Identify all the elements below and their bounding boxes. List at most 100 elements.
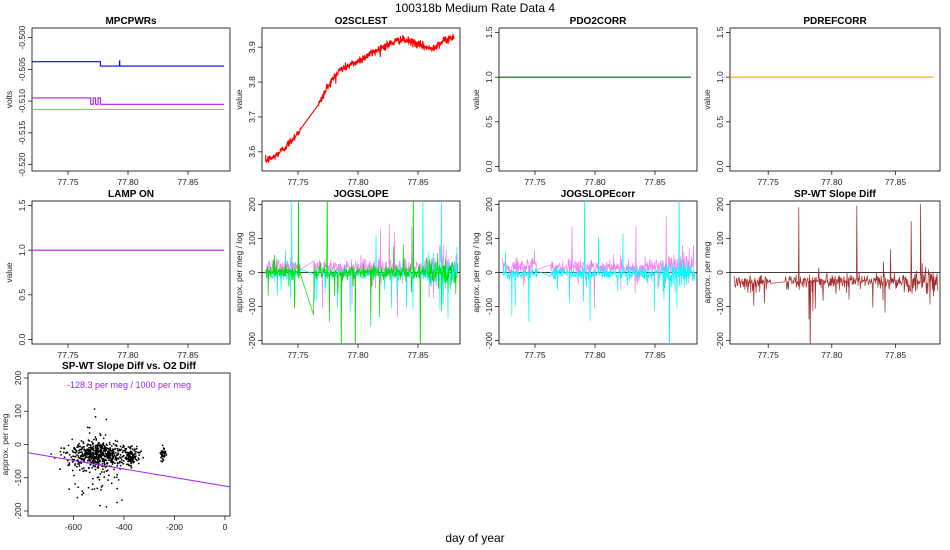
panel-title: PDO2CORR xyxy=(570,16,627,27)
panels: MPCPWRs 77.75 77.80 77.85 -0.520 -0.515 -0.510… xyxy=(0,16,941,532)
y-axis-label: approx. per meg / log xyxy=(471,232,481,313)
scatter-point xyxy=(110,458,113,460)
scatter-point xyxy=(117,452,119,455)
scatter-point xyxy=(121,446,124,449)
scatter-point xyxy=(118,462,121,464)
scatter-point xyxy=(91,483,94,485)
scatter-point xyxy=(125,458,128,461)
scatter-point xyxy=(142,456,145,459)
x-tick-label: 77.85 xyxy=(644,350,666,360)
x-tick-label: 77.85 xyxy=(177,350,199,360)
x-tick-label: 77.75 xyxy=(57,177,79,187)
scatter-point xyxy=(120,459,123,461)
x-tick-label: 77.80 xyxy=(584,350,606,360)
scatter-point xyxy=(88,447,90,449)
scatter-point xyxy=(116,465,119,467)
scatter-point xyxy=(122,459,125,462)
y-tick-label: -0.500 xyxy=(17,25,27,49)
scatter-point xyxy=(94,444,97,447)
scatter-point xyxy=(77,459,79,461)
plot-frame xyxy=(31,27,231,172)
x-tick-label: 77.85 xyxy=(177,177,199,187)
scatter-point xyxy=(96,453,99,456)
scatter-point xyxy=(62,451,65,454)
scatter-point xyxy=(135,455,137,457)
scatter-point xyxy=(127,452,130,455)
scatter-point xyxy=(114,455,117,458)
scatter-point xyxy=(105,418,108,421)
scatter-point xyxy=(115,444,118,447)
x-tick-label: 77.80 xyxy=(347,177,369,187)
scatter-point xyxy=(93,488,96,490)
scatter-point xyxy=(78,445,81,448)
y-tick-label: -200 xyxy=(247,332,257,349)
scatter-point xyxy=(82,467,85,469)
y-tick-label: 1.5 xyxy=(484,26,494,38)
scatter-point xyxy=(137,457,140,459)
scatter-point xyxy=(96,447,99,450)
series-violet xyxy=(502,215,695,309)
plot-area xyxy=(32,60,224,110)
y-tick-label: 1.5 xyxy=(715,26,725,38)
series-green xyxy=(265,201,458,344)
scatter-point xyxy=(87,449,90,452)
scatter-point xyxy=(129,445,132,448)
scatter-point xyxy=(92,445,95,448)
scatter-point xyxy=(60,447,63,449)
scatter-point xyxy=(98,442,101,444)
scatter-point xyxy=(84,457,86,460)
scatter-point xyxy=(79,454,82,457)
scatter-point xyxy=(105,470,108,473)
series-violet xyxy=(265,223,458,317)
scatter-point xyxy=(89,446,92,449)
panel-o2sclest: O2SCLEST 77.75 77.80 77.85 3.6 3.7 3.8 3.9 value xyxy=(234,16,461,187)
scatter-point xyxy=(115,476,118,479)
scatter-point xyxy=(161,450,164,452)
x-tick-label: 77.80 xyxy=(117,350,139,360)
scatter-point xyxy=(116,487,119,490)
panel-title: JOGSLOPEcorr xyxy=(561,189,636,200)
scatter-point xyxy=(74,483,76,485)
y-tick-label: 0.5 xyxy=(484,116,494,128)
scatter-point xyxy=(94,415,97,418)
scatter-point xyxy=(117,479,120,481)
scatter-point xyxy=(99,504,101,507)
scatter-point xyxy=(113,468,115,471)
scatter-point xyxy=(102,437,105,440)
scatter-point xyxy=(130,462,133,465)
scatter-point xyxy=(108,441,111,444)
scatter-point xyxy=(59,450,62,453)
x-tick-label: 77.85 xyxy=(407,350,429,360)
scatter-point xyxy=(131,448,134,451)
x-tick-label: 77.75 xyxy=(758,350,780,360)
scatter-point xyxy=(161,452,164,454)
panel-jogslopecorr: JOGSLOPEcorr 77.75 77.80 77.85 -200 -100 0 100 2… xyxy=(471,189,698,360)
scatter-point xyxy=(82,446,84,448)
scatter-point xyxy=(165,454,168,456)
scatter-point xyxy=(104,447,107,449)
scatter-point xyxy=(76,465,78,468)
x-tick-label: 77.75 xyxy=(287,350,309,360)
scatter-point xyxy=(87,486,90,489)
scatter-point xyxy=(77,486,80,489)
scatter-point xyxy=(135,458,138,461)
scatter-point xyxy=(109,448,111,451)
scatter-point xyxy=(78,465,81,467)
scatter-point xyxy=(132,458,135,460)
scatter-point xyxy=(97,467,100,469)
scatter-point xyxy=(110,482,113,485)
scatter-point xyxy=(106,444,108,446)
y-tick-label: 0.5 xyxy=(17,289,27,301)
scatter-point xyxy=(123,449,126,452)
y-tick-label: 3.6 xyxy=(247,146,257,158)
scatter-point xyxy=(162,459,165,462)
scatter-point xyxy=(101,463,104,465)
scatter-point xyxy=(50,453,52,455)
scatter-point xyxy=(99,460,101,463)
scatter-point xyxy=(161,455,163,457)
y-tick-label: -200 xyxy=(715,332,725,349)
scatter-point xyxy=(92,453,95,456)
scatter-point xyxy=(78,449,80,452)
scatter-point xyxy=(99,456,102,458)
